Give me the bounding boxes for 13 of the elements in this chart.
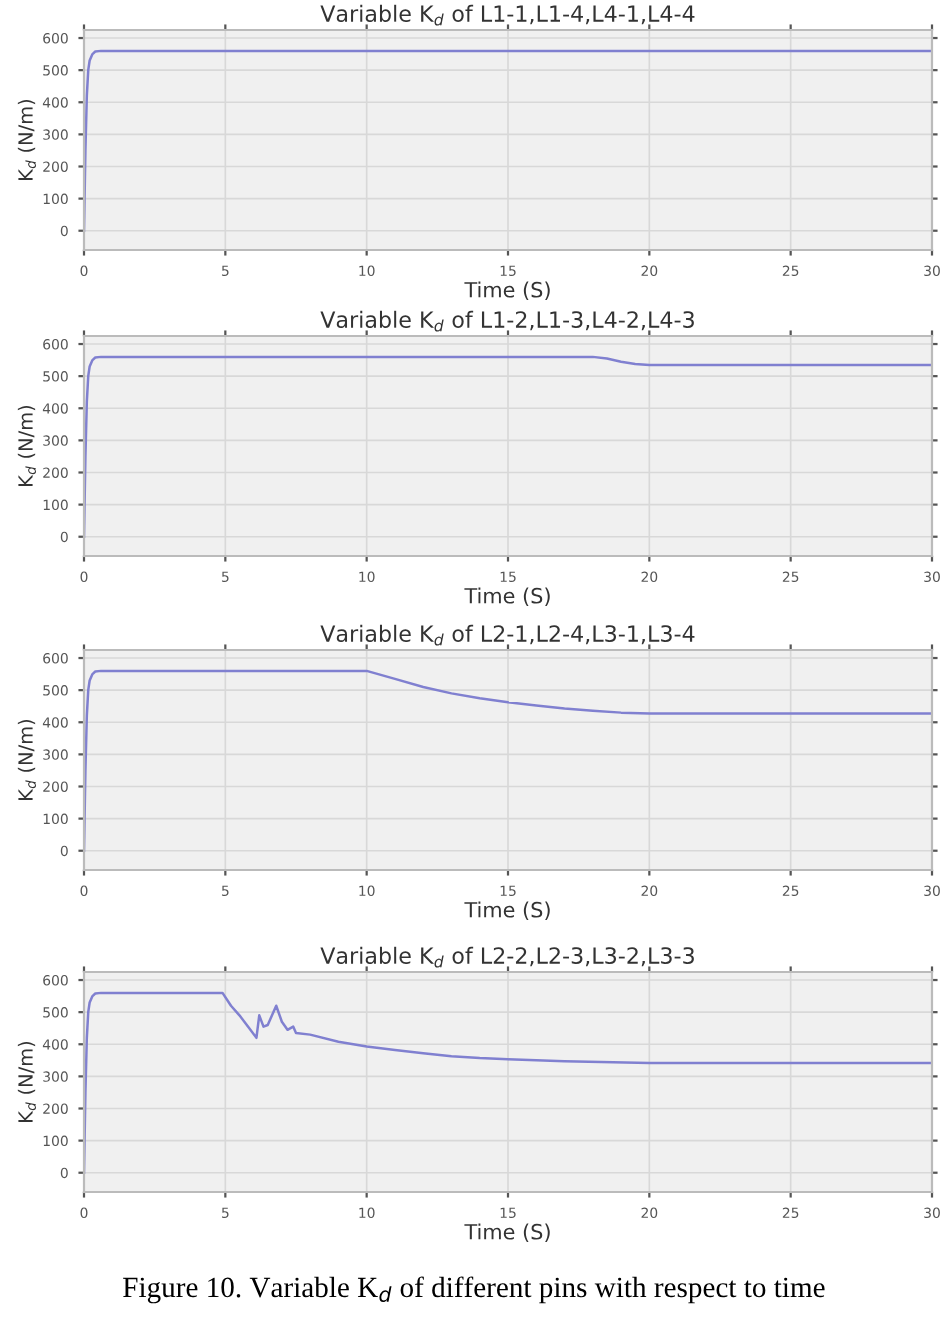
chart-title: Variable K$_{d}$ of L1-2,L1-3,L4-2,L4-3: [320, 310, 694, 332]
chart-title: Variable K$_{d}$ of L2-1,L2-4,L3-1,L3-4: [320, 624, 695, 646]
chart-title: Variable K$_{d}$ of L2-2,L2-3,L3-2,L3-3: [320, 946, 694, 968]
y-axis-title: K$_{d}$ (N/m): [17, 405, 36, 486]
y-axis-title: K$_{d}$ (N/m): [17, 99, 36, 180]
x-axis-title: Time (S): [464, 281, 550, 301]
x-axis-title: Time (S): [464, 901, 550, 921]
chart-title: Variable K$_{d}$ of L1-1,L1-4,L4-1,L4-4: [320, 4, 695, 26]
y-axis-title: K$_{d}$ (N/m): [17, 719, 36, 800]
x-axis-title: Time (S): [464, 1223, 550, 1243]
x-axis-title: Time (S): [464, 587, 550, 607]
y-axis-title: K$_{d}$ (N/m): [17, 1041, 36, 1122]
caption: Figure 10. Variable K$_{d}$ of different pins with respect to time: [123, 1276, 825, 1304]
